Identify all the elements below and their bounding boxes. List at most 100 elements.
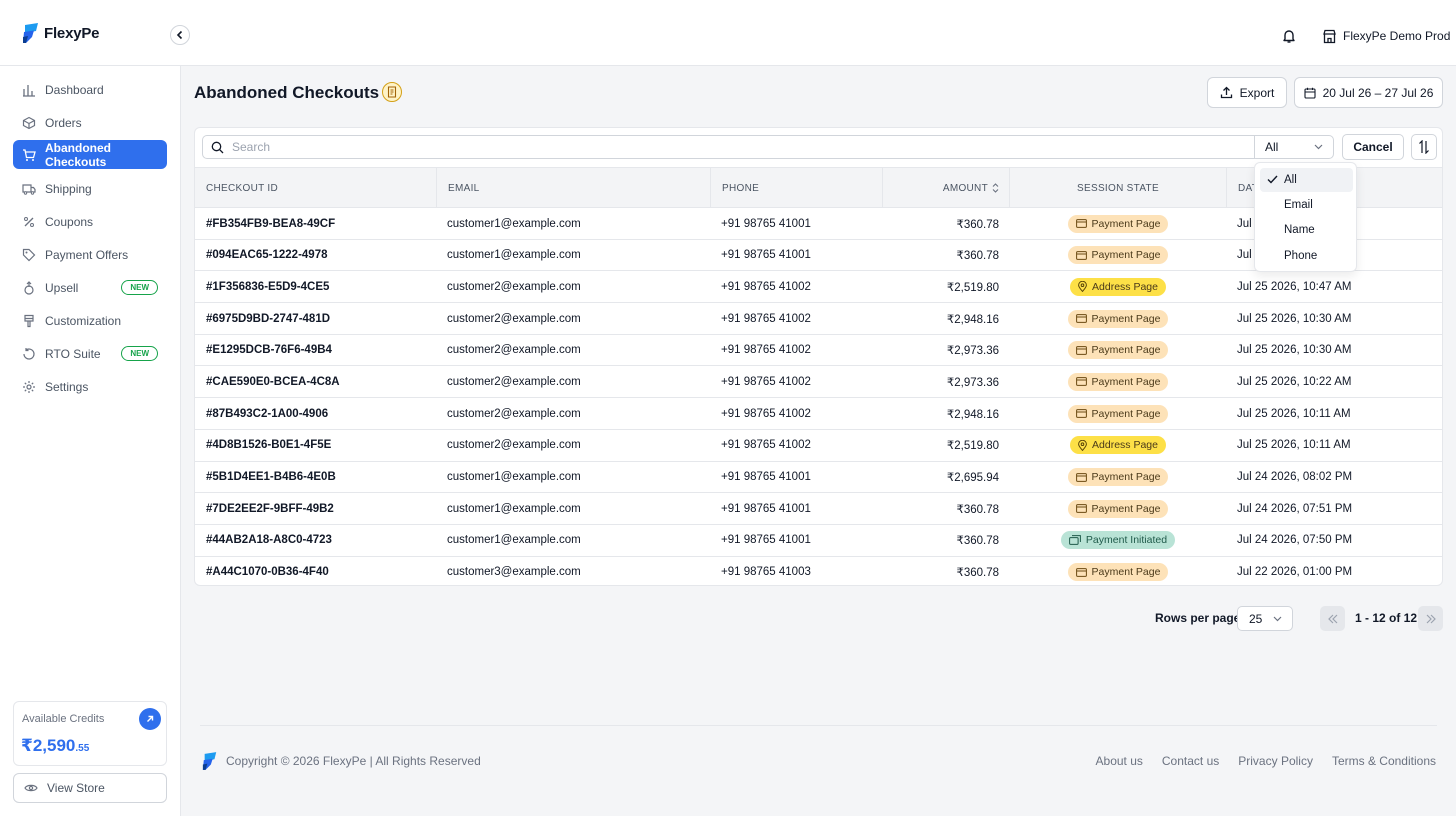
checkout-id-cell[interactable]: #A44C1070-0B36-4F40 [206, 566, 329, 579]
location-pin-icon [1078, 439, 1087, 451]
table-row[interactable]: #6975D9BD-2747-481D customer2@example.com… [195, 303, 1442, 335]
payment-initiated-icon [1069, 535, 1081, 546]
credits-open-button[interactable] [139, 708, 161, 730]
bar-chart-icon [23, 84, 35, 97]
sort-toggle-button[interactable] [1411, 134, 1437, 160]
table-row[interactable]: #44AB2A18-A8C0-4723 customer1@example.com… [195, 525, 1442, 557]
session-state-badge: Payment Page [1067, 372, 1169, 391]
session-state-badge: Payment Page [1067, 499, 1169, 518]
email-cell: customer1@example.com [447, 471, 581, 483]
brand-logo[interactable]: FlexyPe [22, 23, 100, 43]
search-input[interactable] [232, 140, 1232, 154]
cancel-button[interactable]: Cancel [1342, 134, 1404, 160]
date-cell: Jul 25 2026, 10:11 AM [1237, 407, 1351, 420]
session-state-cell: Payment Page [1010, 493, 1226, 524]
table-row[interactable]: #87B493C2-1A00-4906 customer2@example.com… [195, 398, 1442, 430]
sidebar-item-dashboard[interactable]: Dashboard [13, 75, 167, 104]
session-state-label: Payment Page [1091, 249, 1161, 262]
date-cell: Jul 25 2026, 10:11 AM [1237, 439, 1351, 452]
phone-cell: +91 98765 41002 [721, 280, 811, 293]
store-icon [1323, 29, 1336, 43]
column-header-amount[interactable]: AMOUNT [882, 168, 1009, 208]
footer-link-terms[interactable]: Terms & Conditions [1331, 754, 1436, 768]
phone-cell: +91 98765 41001 [721, 502, 811, 515]
table-row[interactable]: #094EAC65-1222-4978 customer1@example.com… [195, 240, 1442, 272]
search-field-select[interactable]: All [1254, 135, 1334, 159]
checkout-id-cell[interactable]: #FB354FB9-BEA8-49CF [206, 217, 336, 230]
info-badge-icon[interactable] [382, 82, 402, 102]
last-page-button[interactable] [1418, 606, 1443, 631]
table-row[interactable]: #CAE590E0-BCEA-4C8A customer2@example.com… [195, 366, 1442, 399]
amount-cell: ₹360.78 [956, 535, 1000, 548]
first-page-button[interactable] [1320, 606, 1345, 631]
table-row[interactable]: #FB354FB9-BEA8-49CF customer1@example.com… [195, 208, 1442, 240]
store-switcher[interactable]: FlexyPe Demo Prod [1322, 27, 1450, 45]
export-button[interactable]: Export [1207, 77, 1287, 108]
sidebar-item-shipping[interactable]: Shipping [13, 174, 167, 203]
phone-cell: +91 98765 41001 [721, 534, 811, 547]
date-range-picker[interactable]: 20 Jul 26 – 27 Jul 26 [1294, 77, 1443, 108]
dropdown-option-name[interactable]: Name [1260, 218, 1353, 242]
email-cell: customer1@example.com [447, 502, 581, 515]
session-state-cell: Payment Page [1010, 240, 1226, 271]
table-row[interactable]: #7DE2EE2F-9BFF-49B2 customer1@example.com… [195, 493, 1442, 525]
email-cell: customer2@example.com [447, 312, 581, 325]
table-row[interactable]: #E1295DCB-76F6-49B4 customer2@example.com… [195, 335, 1442, 367]
rows-per-page-select[interactable]: 25 [1237, 606, 1293, 631]
sidebar-item-upsell[interactable]: Upsell NEW [13, 273, 167, 302]
checkout-id-cell[interactable]: #CAE590E0-BCEA-4C8A [206, 375, 340, 388]
sidebar-item-coupons[interactable]: Coupons [13, 207, 167, 236]
checkout-id-cell[interactable]: #6975D9BD-2747-481D [206, 312, 331, 325]
session-state-badge: Payment Page [1067, 341, 1169, 360]
dropdown-option-email[interactable]: Email [1260, 193, 1353, 217]
sidebar-item-orders[interactable]: Orders [13, 108, 167, 137]
table-row[interactable]: #1F356836-E5D9-4CE5 customer2@example.com… [195, 271, 1442, 304]
dropdown-option-all[interactable]: All [1260, 168, 1353, 192]
checkout-id-cell[interactable]: #7DE2EE2F-9BFF-49B2 [206, 502, 334, 515]
sidebar-item-payment-offers[interactable]: Payment Offers [13, 240, 167, 269]
session-state-cell: Address Page [1010, 430, 1226, 461]
store-name: FlexyPe Demo Prod [1343, 29, 1451, 43]
session-state-label: Payment Page [1091, 566, 1161, 579]
amount-cell: ₹360.78 [956, 250, 1000, 263]
email-cell: customer2@example.com [447, 439, 581, 452]
sidebar-item-label: Shipping [45, 181, 92, 196]
amount-cell: ₹360.78 [956, 503, 1000, 516]
dropdown-option-phone[interactable]: Phone [1260, 244, 1353, 268]
card-icon [1075, 219, 1087, 228]
table-row[interactable]: #4D8B1526-B0E1-4F5E customer2@example.com… [195, 430, 1442, 462]
card-icon [1075, 314, 1087, 323]
checkout-id-cell[interactable]: #4D8B1526-B0E1-4F5E [206, 439, 332, 452]
available-credits-card: Available Credits ₹2,590.55 [13, 701, 167, 766]
checkout-id-cell[interactable]: #094EAC65-1222-4978 [206, 249, 328, 262]
bell-icon[interactable] [1281, 28, 1297, 44]
footer-copyright: Copyright © 2026 FlexyPe | All Rights Re… [202, 752, 481, 770]
sidebar-item-customization[interactable]: Customization [13, 306, 167, 335]
footer-links: About us Contact us Privacy Policy Terms… [1096, 754, 1436, 768]
table-row[interactable]: #A44C1070-0B36-4F40 customer3@example.com… [195, 557, 1442, 585]
view-store-button[interactable]: View Store [13, 773, 167, 803]
truck-icon [22, 183, 36, 195]
amount-cell: ₹360.78 [956, 218, 1000, 231]
sidebar-item-label: Orders [45, 115, 82, 130]
sidebar-item-settings[interactable]: Settings [13, 372, 167, 401]
footer-link-about[interactable]: About us [1095, 754, 1143, 768]
sidebar-item-label: RTO Suite [45, 346, 101, 361]
checkout-id-cell[interactable]: #1F356836-E5D9-4CE5 [206, 280, 330, 293]
column-header-date: DAT [1226, 168, 1258, 208]
card-icon [1075, 567, 1087, 577]
sidebar-item-abandoned-checkouts[interactable]: Abandoned Checkouts [13, 140, 167, 169]
checkout-id-cell[interactable]: #44AB2A18-A8C0-4723 [206, 534, 332, 547]
checkout-id-cell[interactable]: #5B1D4EE1-B4B6-4E0B [206, 471, 336, 483]
date-cell: Jul 25 2026, 10:47 AM [1237, 280, 1352, 293]
session-state-label: Payment Page [1091, 375, 1161, 388]
footer-link-contact[interactable]: Contact us [1161, 754, 1220, 768]
checkout-id-cell[interactable]: #E1295DCB-76F6-49B4 [206, 344, 332, 357]
session-state-cell: Payment Page [1010, 557, 1226, 585]
search-box [202, 135, 1254, 159]
table-row[interactable]: #5B1D4EE1-B4B6-4E0B customer1@example.com… [195, 462, 1442, 494]
footer-link-privacy[interactable]: Privacy Policy [1238, 754, 1313, 768]
checkout-id-cell[interactable]: #87B493C2-1A00-4906 [206, 407, 329, 420]
sidebar-item-rto-suite[interactable]: RTO Suite NEW [13, 339, 167, 368]
sidebar-collapse-button[interactable] [170, 25, 190, 45]
